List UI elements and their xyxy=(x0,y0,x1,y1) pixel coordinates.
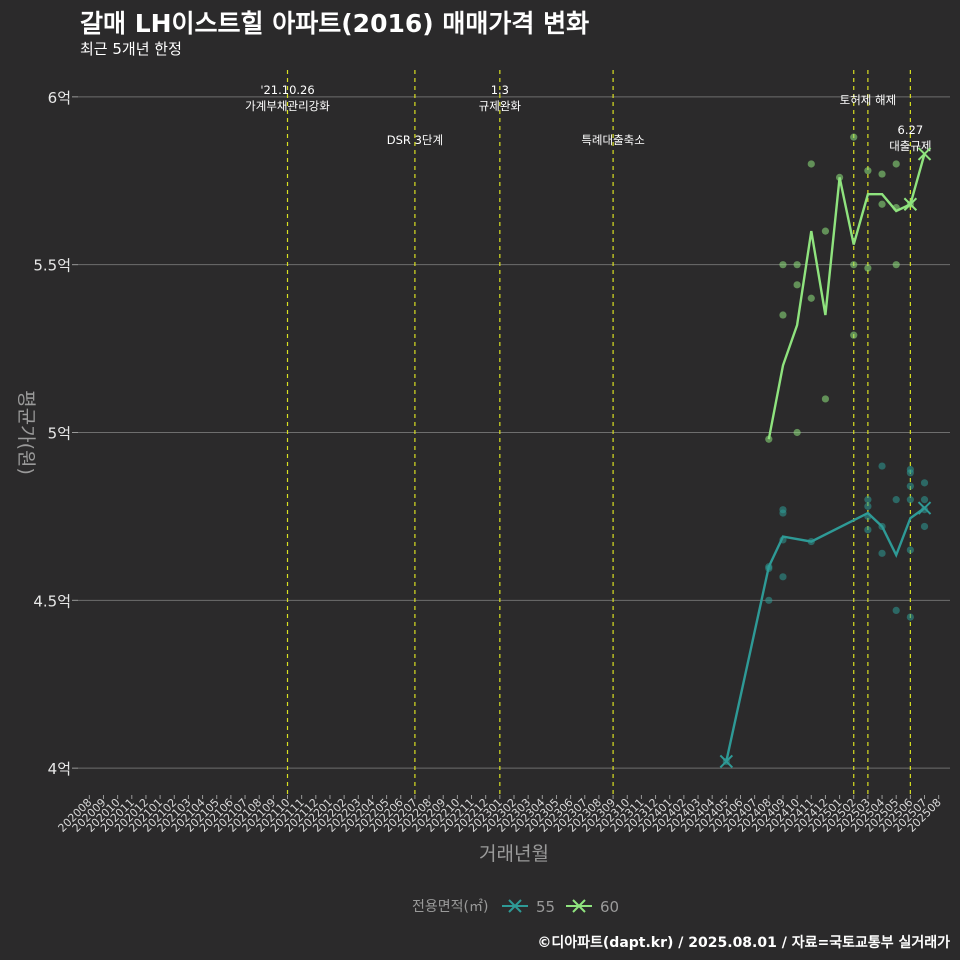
data-point xyxy=(793,428,801,437)
chart-subtitle: 최근 5개년 한정 xyxy=(80,40,182,58)
data-point xyxy=(906,496,914,504)
data-point xyxy=(906,482,914,490)
data-point xyxy=(906,469,914,477)
x-marker xyxy=(903,197,918,211)
event-label: '21.10.26 xyxy=(260,83,314,97)
data-point xyxy=(920,522,929,531)
series-line xyxy=(725,507,926,762)
data-point xyxy=(892,496,900,504)
x-axis-title: 거래년월 xyxy=(479,843,549,865)
data-point xyxy=(864,264,872,272)
data-point xyxy=(779,573,787,581)
data-point xyxy=(906,613,914,621)
series-line xyxy=(767,153,926,440)
data-point xyxy=(779,261,787,269)
series-55 xyxy=(719,462,932,769)
y-tick-label: 4억 xyxy=(48,760,71,778)
data-point xyxy=(892,606,900,614)
data-point xyxy=(892,261,900,269)
legend-title: 전용면적(㎡) xyxy=(412,899,488,915)
y-axis-title: 평균가(원) xyxy=(15,390,37,475)
legend-label: 60 xyxy=(600,898,619,916)
data-point xyxy=(807,160,815,168)
data-point xyxy=(864,502,872,510)
data-point xyxy=(779,311,787,319)
data-point xyxy=(821,227,830,235)
data-point xyxy=(850,331,858,339)
event-label: 가계부채관리강화 xyxy=(245,99,330,113)
data-point xyxy=(878,200,886,208)
event-label: 규제완화 xyxy=(479,99,522,113)
legend-label: 55 xyxy=(536,898,555,916)
event-label: 토허제 해제 xyxy=(840,93,897,107)
data-point xyxy=(779,509,787,517)
data-point xyxy=(864,526,872,534)
y-tick-label: 5.5억 xyxy=(33,257,71,275)
data-point xyxy=(807,294,815,302)
event-label: DSR 3단계 xyxy=(387,133,443,147)
legend-item-55: 55 xyxy=(502,898,555,916)
data-point xyxy=(878,549,886,557)
data-point xyxy=(793,281,801,289)
legend-item-60: 60 xyxy=(566,898,619,916)
y-tick-label: 5억 xyxy=(48,425,71,443)
source-caption: ©디아파트(dapt.kr) / 2025.08.01 / 자료=국토교통부 실… xyxy=(537,935,950,951)
event-label: 1.3 xyxy=(491,83,509,97)
data-point xyxy=(793,261,801,269)
x-marker xyxy=(917,501,932,515)
y-tick-label: 6억 xyxy=(48,89,71,107)
legend-key-marker xyxy=(572,899,586,913)
chart-title: 갈매 LH이스트힐 아파트(2016) 매매가격 변화 xyxy=(80,9,590,38)
x-marker xyxy=(917,147,932,161)
data-point xyxy=(906,546,914,554)
series-60 xyxy=(765,133,932,443)
event-label: 6.27 xyxy=(898,123,924,137)
data-point xyxy=(821,395,830,403)
data-point xyxy=(878,170,886,178)
data-point xyxy=(864,496,872,504)
data-point xyxy=(920,479,929,487)
data-point xyxy=(878,462,886,470)
y-tick-label: 4.5억 xyxy=(33,592,71,610)
event-label: 특례대출축소 xyxy=(581,133,644,147)
data-point xyxy=(864,167,872,175)
data-point xyxy=(892,160,900,168)
x-marker xyxy=(719,754,734,769)
legend-key-marker xyxy=(508,899,522,913)
event-label: 대출규제 xyxy=(889,139,931,153)
data-point xyxy=(765,596,773,604)
data-point xyxy=(920,496,929,504)
data-point xyxy=(765,435,773,443)
data-point xyxy=(850,133,858,141)
data-point xyxy=(850,261,858,269)
